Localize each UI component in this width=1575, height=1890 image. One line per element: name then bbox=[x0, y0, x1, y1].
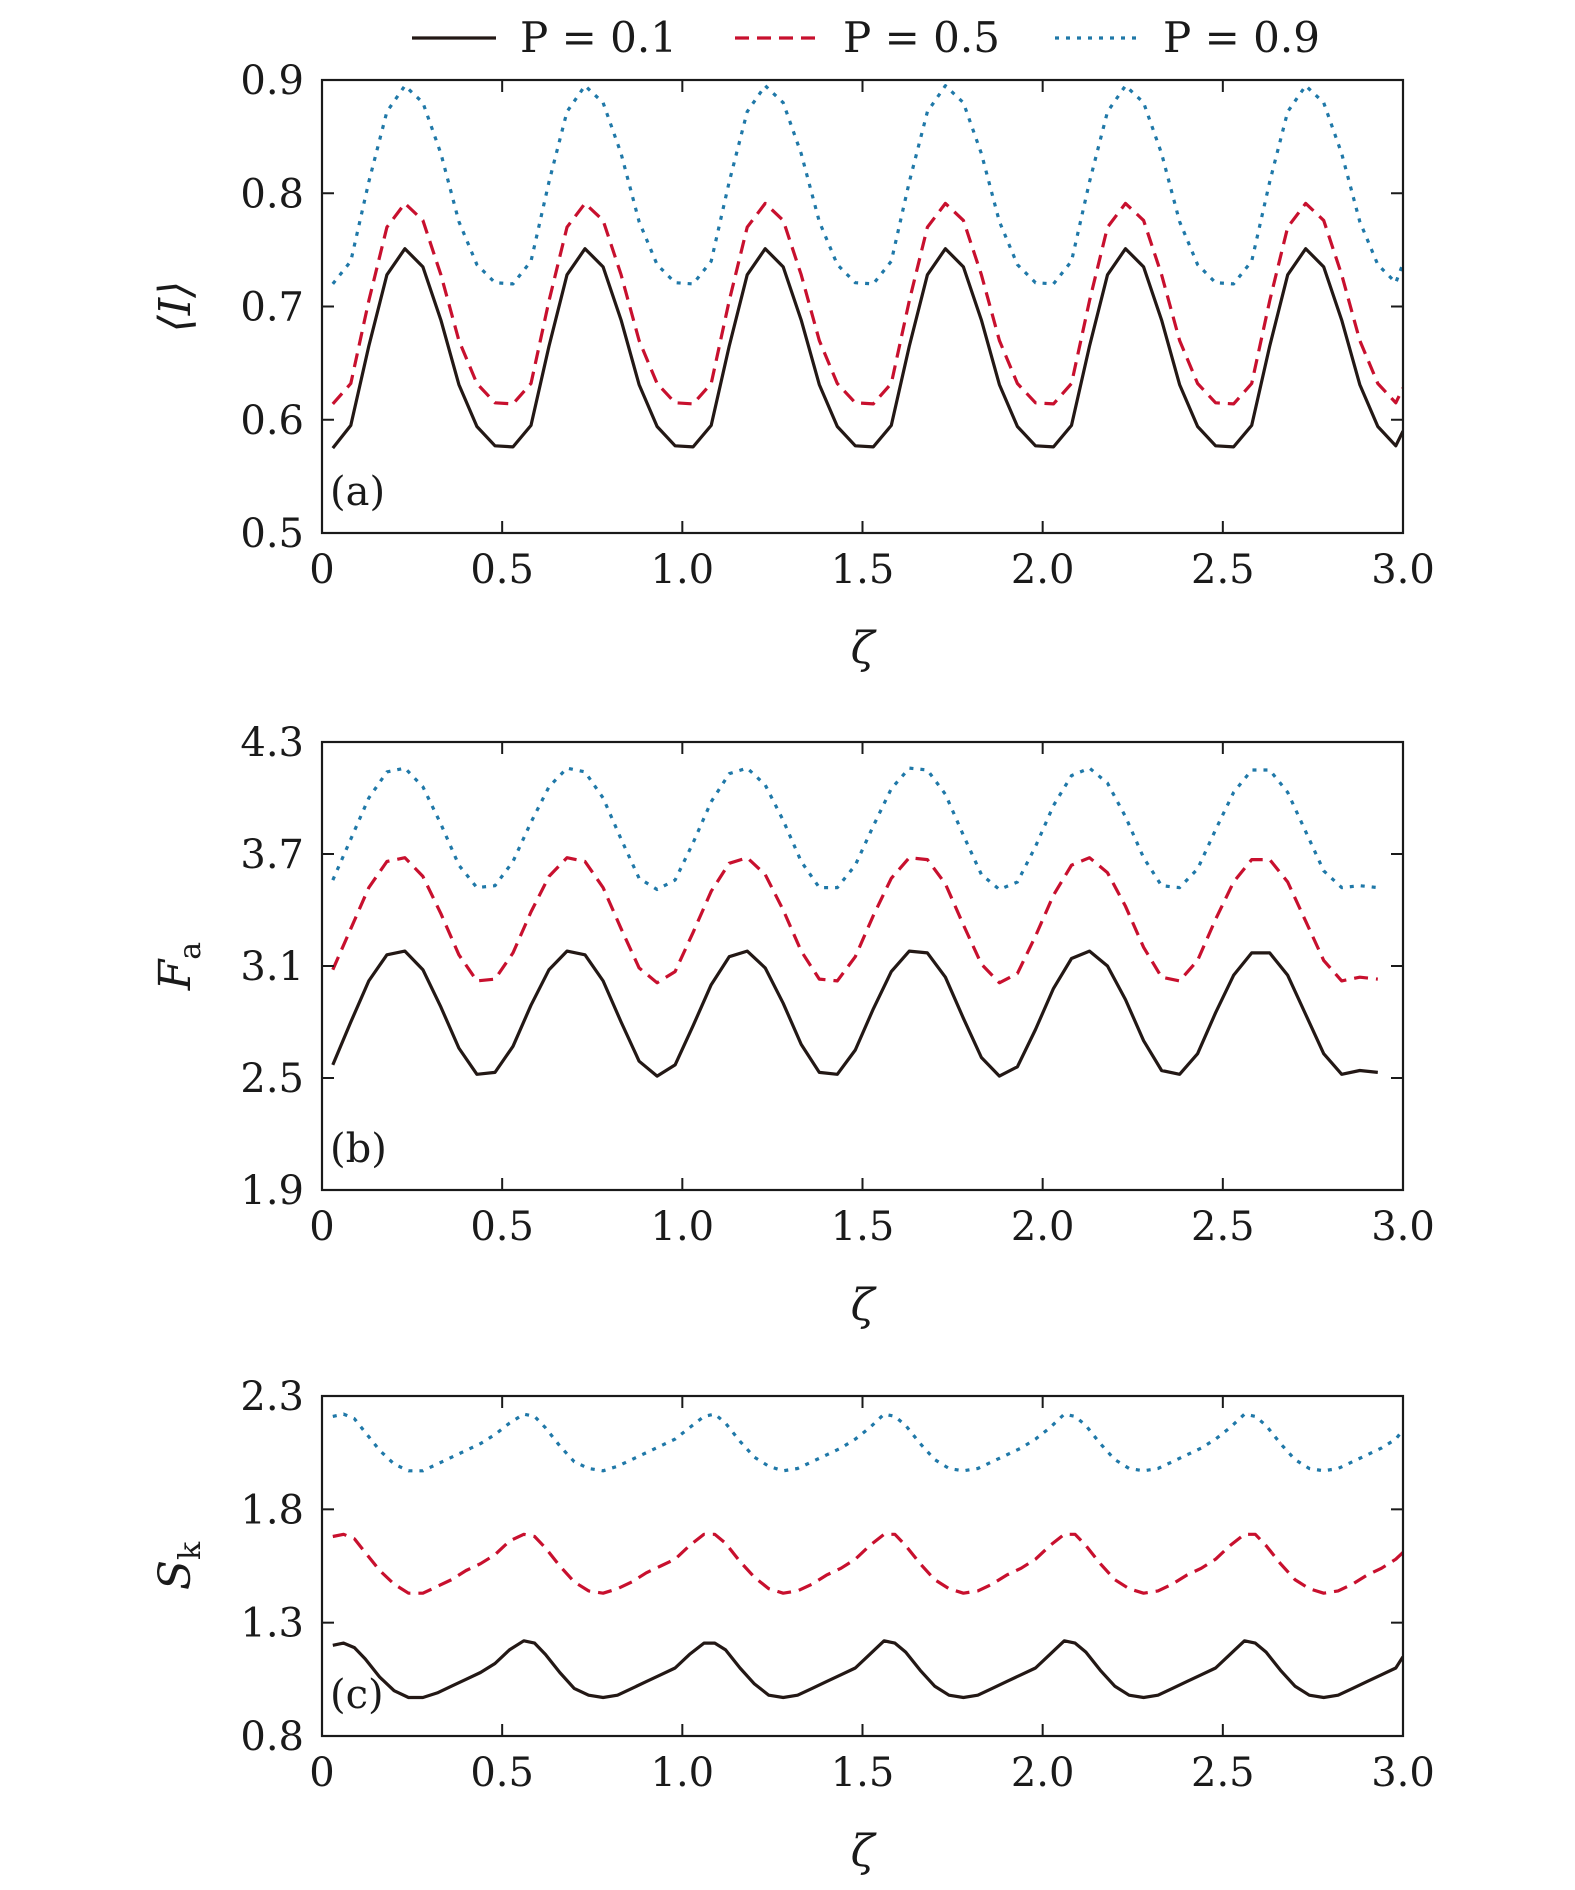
y-axis-label: ⟨I⟩ bbox=[150, 281, 201, 333]
series-line-3 bbox=[331, 84, 1403, 286]
y-tick-label: 1.8 bbox=[240, 1487, 304, 1533]
panel-label: (a) bbox=[330, 469, 385, 515]
legend-label: P = 0.9 bbox=[1163, 13, 1320, 62]
y-axis-label-subscript: k bbox=[173, 1541, 208, 1560]
y-tick-label: 0.5 bbox=[240, 511, 304, 557]
legend-label: P = 0.5 bbox=[843, 13, 1000, 62]
series-group bbox=[332, 1412, 1403, 1700]
x-tick-label: 3.0 bbox=[1371, 1204, 1435, 1250]
chart-panel: 0 0.5 1.0 1.5 2.0 2.5 3.0 1.9 2.5 3.1 3.7 4.3 ζ Fa (b) bbox=[150, 720, 1435, 1331]
panel-label: (c) bbox=[330, 1672, 384, 1718]
plot-frame bbox=[320, 78, 1405, 535]
series-line-2 bbox=[332, 1532, 1403, 1595]
y-tick-label: 0.7 bbox=[240, 285, 304, 331]
x-tick-label: 1.0 bbox=[651, 1204, 715, 1250]
x-tick-label: 2.5 bbox=[1191, 547, 1255, 593]
series-line-1 bbox=[331, 247, 1403, 450]
x-tick-label: 2.0 bbox=[1011, 1204, 1075, 1250]
x-tick-label: 1.5 bbox=[831, 1750, 895, 1796]
x-tick-label: 0.5 bbox=[470, 1750, 534, 1796]
series-line-2 bbox=[331, 201, 1403, 406]
x-tick-label: 1.0 bbox=[651, 1750, 715, 1796]
legend: P = 0.1 P = 0.5 P = 0.9 bbox=[412, 13, 1320, 62]
y-axis-label-main: ⟨I⟩ bbox=[150, 281, 201, 333]
x-tick-label: 2.5 bbox=[1191, 1750, 1255, 1796]
series-line-3 bbox=[332, 1412, 1403, 1473]
x-axis-label: ζ bbox=[851, 1826, 878, 1877]
y-tick-label: 0.8 bbox=[240, 1714, 304, 1760]
y-tick-label: 1.9 bbox=[240, 1168, 304, 1214]
x-tick-label: 0 bbox=[309, 547, 334, 593]
x-tick-label: 1.5 bbox=[831, 1204, 895, 1250]
series-group bbox=[331, 84, 1403, 450]
x-tick-label: 0.5 bbox=[470, 547, 534, 593]
x-tick-label: 3.0 bbox=[1371, 547, 1435, 593]
series-line-3 bbox=[331, 766, 1378, 892]
x-tick-label: 0.5 bbox=[470, 1204, 534, 1250]
y-axis-label-subscript: a bbox=[173, 942, 208, 960]
series-line-1 bbox=[332, 1639, 1403, 1700]
x-axis-label: ζ bbox=[851, 623, 878, 674]
chart-panel: 0 0.5 1.0 1.5 2.0 2.5 3.0 0.8 1.3 1.8 2.3 ζ Sk (c) bbox=[150, 1374, 1435, 1877]
x-tick-label: 2.5 bbox=[1191, 1204, 1255, 1250]
legend-label: P = 0.1 bbox=[520, 13, 677, 62]
y-axis-label: Fa bbox=[150, 942, 208, 992]
y-tick-label: 3.1 bbox=[240, 944, 304, 990]
y-tick-label: 1.3 bbox=[240, 1601, 304, 1647]
x-tick-label: 2.0 bbox=[1011, 547, 1075, 593]
x-axis-label: ζ bbox=[851, 1280, 878, 1331]
y-tick-label: 0.9 bbox=[240, 58, 304, 104]
x-tick-label: 1.0 bbox=[651, 547, 715, 593]
y-axis-label-main: S bbox=[150, 1560, 201, 1590]
series-line-2 bbox=[331, 856, 1378, 985]
x-tick-label: 2.0 bbox=[1011, 1750, 1075, 1796]
y-tick-label: 0.8 bbox=[240, 171, 304, 217]
y-tick-label: 2.3 bbox=[240, 1374, 304, 1420]
y-tick-label: 3.7 bbox=[240, 832, 304, 878]
x-tick-label: 0 bbox=[309, 1204, 334, 1250]
y-tick-label: 2.5 bbox=[240, 1056, 304, 1102]
y-axis-label: Sk bbox=[150, 1541, 208, 1590]
series-line-1 bbox=[331, 949, 1378, 1078]
y-tick-label: 0.6 bbox=[240, 398, 304, 444]
chart-panels: 0 0.5 1.0 1.5 2.0 2.5 3.00.50.60.70.80.9ζ⟨I⟩(a… bbox=[150, 58, 1435, 1877]
plot-frame bbox=[320, 1394, 1405, 1738]
x-tick-label: 3.0 bbox=[1371, 1750, 1435, 1796]
y-axis-label-main: F bbox=[150, 958, 201, 991]
panel-label: (b) bbox=[330, 1126, 387, 1172]
x-tick-label: 0 bbox=[309, 1750, 334, 1796]
series-group bbox=[331, 766, 1378, 1078]
y-tick-label: 4.3 bbox=[240, 720, 304, 766]
x-tick-label: 1.5 bbox=[831, 547, 895, 593]
chart-panel: 0 0.5 1.0 1.5 2.0 2.5 3.00.50.60.70.80.9ζ⟨I⟩(a… bbox=[150, 58, 1435, 674]
